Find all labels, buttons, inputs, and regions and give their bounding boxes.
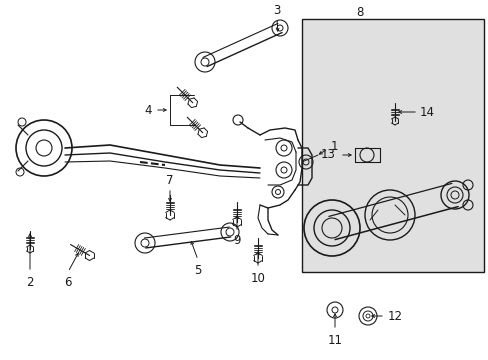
Text: 13: 13	[320, 148, 335, 162]
Text: 14: 14	[419, 105, 434, 118]
Text: 10: 10	[250, 271, 265, 284]
Bar	[302, 19, 483, 272]
Text: 9: 9	[233, 234, 240, 248]
Text: 12: 12	[386, 310, 402, 323]
Text: 11: 11	[327, 333, 342, 346]
Text: 7: 7	[166, 174, 173, 186]
Text: 2: 2	[26, 275, 34, 288]
Text: 8: 8	[356, 5, 363, 18]
Text: 1: 1	[329, 140, 337, 153]
Text: 6: 6	[64, 275, 72, 288]
Text: 3: 3	[273, 4, 280, 17]
Text: 4: 4	[144, 104, 151, 117]
Text: 5: 5	[194, 264, 201, 276]
